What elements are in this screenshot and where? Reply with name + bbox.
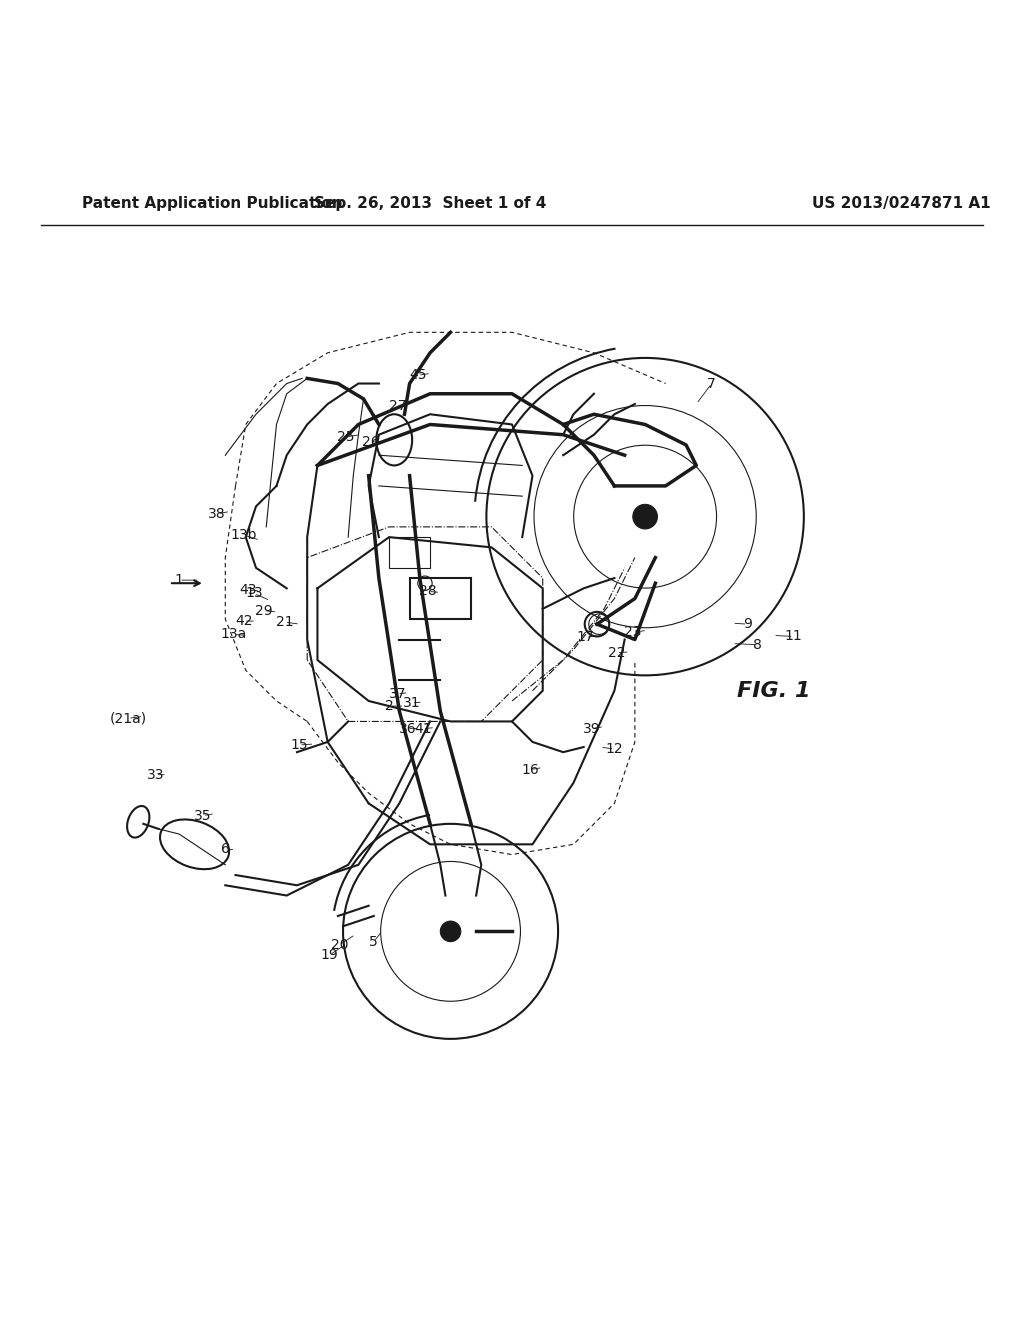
Text: 6: 6	[221, 842, 229, 857]
Bar	[389, 537, 430, 568]
Text: Sep. 26, 2013  Sheet 1 of 4: Sep. 26, 2013 Sheet 1 of 4	[314, 195, 546, 211]
Text: 11: 11	[784, 630, 803, 643]
Text: 37: 37	[388, 686, 407, 701]
Text: 20: 20	[331, 937, 349, 952]
Text: 16: 16	[521, 763, 540, 776]
Text: 27: 27	[388, 399, 407, 413]
Text: 45: 45	[409, 368, 427, 383]
Text: 41: 41	[414, 722, 432, 735]
Text: 13a: 13a	[220, 627, 247, 642]
Text: 8: 8	[754, 638, 762, 652]
Text: 9: 9	[743, 618, 752, 631]
Text: 7: 7	[708, 376, 716, 391]
Text: 39: 39	[583, 722, 601, 735]
Circle shape	[440, 921, 461, 941]
Text: 42: 42	[234, 614, 253, 628]
Text: 43: 43	[239, 583, 257, 598]
Text: 25: 25	[337, 430, 355, 444]
Text: 29: 29	[255, 603, 273, 618]
Text: 13: 13	[245, 586, 263, 601]
Text: FIG. 1: FIG. 1	[737, 681, 811, 701]
Text: 28: 28	[419, 585, 437, 598]
Text: 15: 15	[290, 738, 308, 752]
Text: 23: 23	[624, 626, 642, 639]
Text: 19: 19	[321, 948, 339, 962]
Text: 21: 21	[275, 615, 294, 630]
Text: 13b: 13b	[230, 528, 257, 543]
Text: 38: 38	[208, 507, 226, 520]
Text: US 2013/0247871 A1: US 2013/0247871 A1	[812, 195, 990, 211]
Text: 35: 35	[194, 809, 212, 822]
Text: 5: 5	[370, 935, 378, 949]
Text: 22: 22	[607, 645, 626, 660]
Text: 17: 17	[577, 631, 595, 644]
Text: Patent Application Publication: Patent Application Publication	[82, 195, 343, 211]
Text: 31: 31	[402, 696, 421, 710]
Text: 33: 33	[146, 768, 165, 781]
Bar	[410, 578, 471, 619]
Text: 1: 1	[175, 573, 183, 587]
Text: 36: 36	[398, 722, 417, 735]
Text: (21a): (21a)	[110, 711, 146, 726]
Circle shape	[633, 504, 657, 529]
Text: 2: 2	[385, 700, 393, 713]
Text: 12: 12	[605, 742, 624, 756]
Text: 26: 26	[361, 434, 380, 449]
